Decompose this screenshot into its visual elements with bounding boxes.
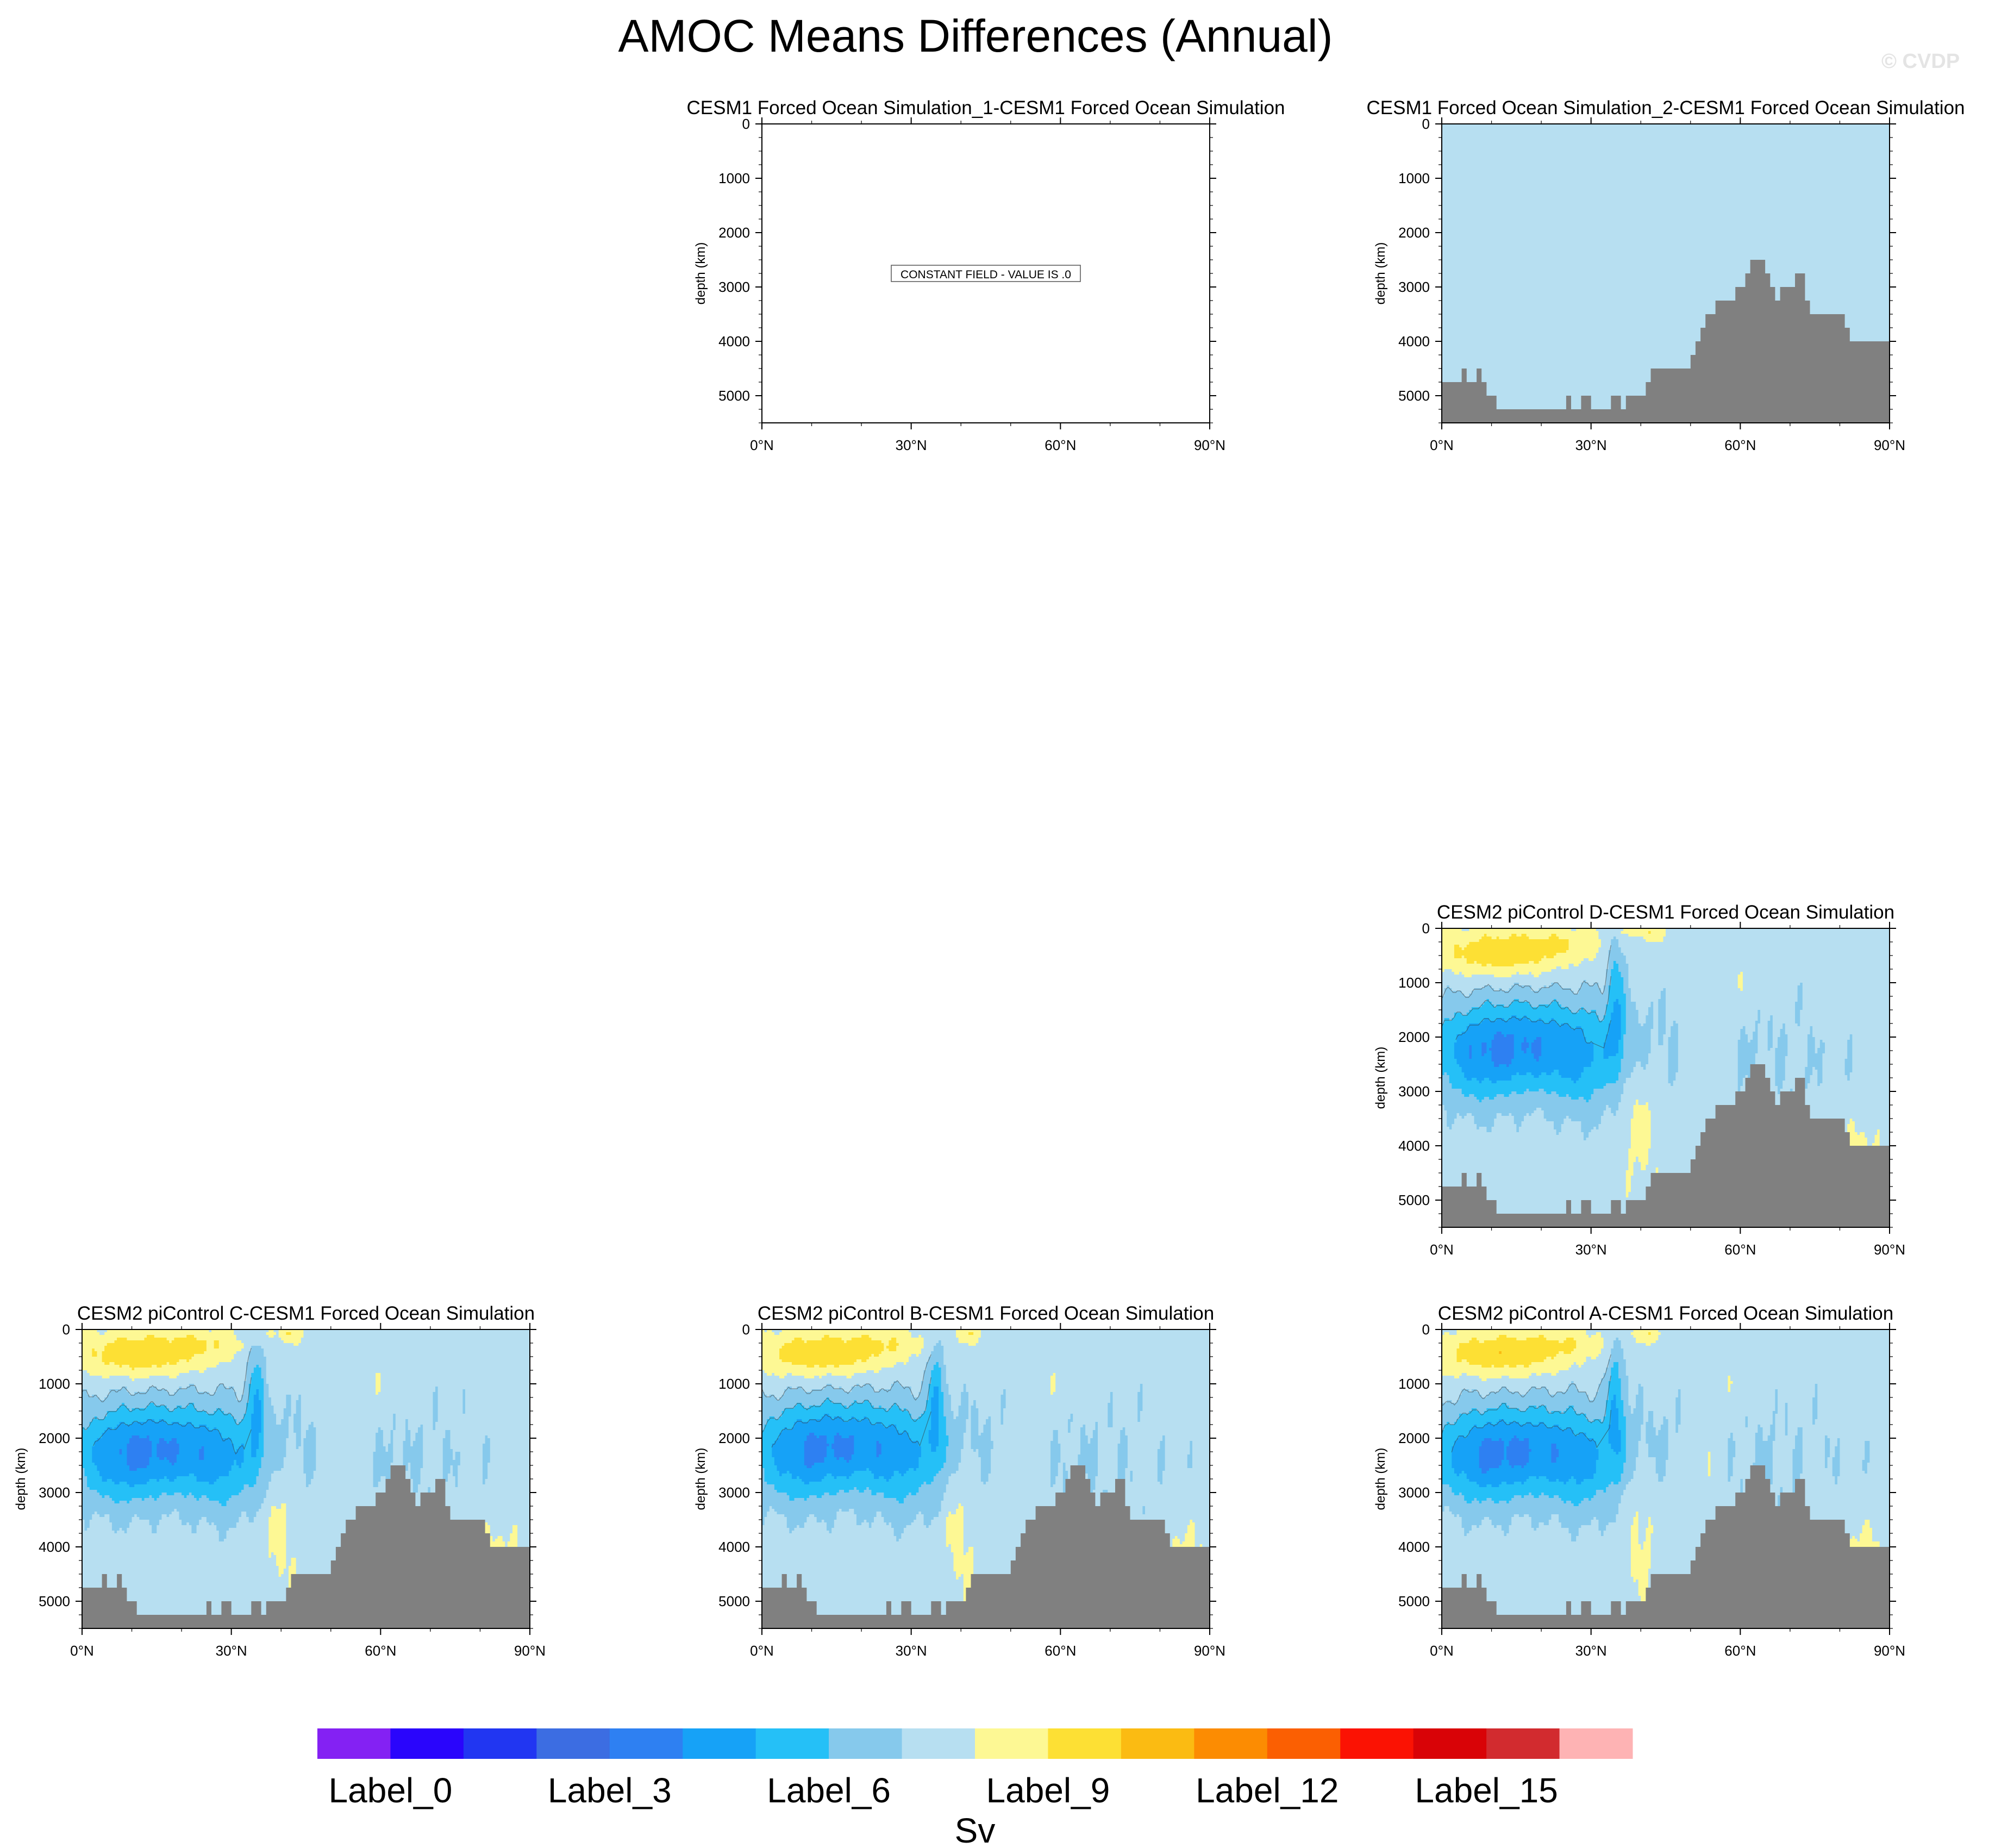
y-tick-label: 0 xyxy=(742,116,750,132)
constant-field-message: CONSTANT FIELD - VALUE IS .0 xyxy=(900,269,1071,281)
y-tick-label: 4000 xyxy=(718,333,750,349)
y-axis-label: depth (km) xyxy=(693,242,708,305)
panel-title: CESM1 Forced Ocean Simulation_1-CESM1 Fo… xyxy=(686,97,1285,118)
y-tick-label: 2000 xyxy=(718,224,750,241)
y-tick-label: 1000 xyxy=(718,170,750,186)
x-tick-label: 30°N xyxy=(896,437,927,453)
x-tick-label: 90°N xyxy=(1194,437,1225,453)
y-tick-label: 5000 xyxy=(718,388,750,404)
y-tick-label: 3000 xyxy=(718,279,750,295)
x-tick-label: 0°N xyxy=(750,437,774,453)
x-tick-label: 60°N xyxy=(1045,437,1076,453)
